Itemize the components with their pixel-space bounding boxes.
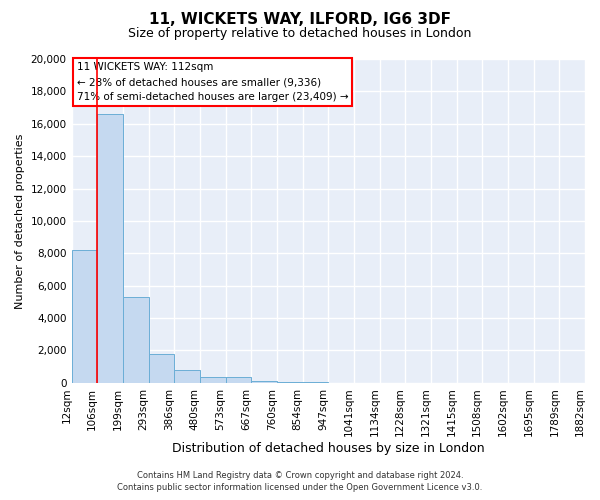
Bar — [149, 354, 174, 383]
X-axis label: Distribution of detached houses by size in London: Distribution of detached houses by size … — [172, 442, 485, 455]
Text: Contains HM Land Registry data © Crown copyright and database right 2024.
Contai: Contains HM Land Registry data © Crown c… — [118, 471, 482, 492]
Text: 11, WICKETS WAY, ILFORD, IG6 3DF: 11, WICKETS WAY, ILFORD, IG6 3DF — [149, 12, 451, 28]
Bar — [97, 114, 123, 383]
Bar — [71, 250, 97, 383]
Bar — [200, 377, 226, 383]
Bar — [174, 370, 200, 383]
Text: Size of property relative to detached houses in London: Size of property relative to detached ho… — [128, 28, 472, 40]
Bar — [251, 381, 277, 383]
Y-axis label: Number of detached properties: Number of detached properties — [15, 133, 25, 308]
Text: 11 WICKETS WAY: 112sqm
← 28% of detached houses are smaller (9,336)
71% of semi-: 11 WICKETS WAY: 112sqm ← 28% of detached… — [77, 62, 349, 102]
Bar — [123, 297, 149, 383]
Bar — [226, 377, 251, 383]
Bar — [277, 382, 302, 383]
